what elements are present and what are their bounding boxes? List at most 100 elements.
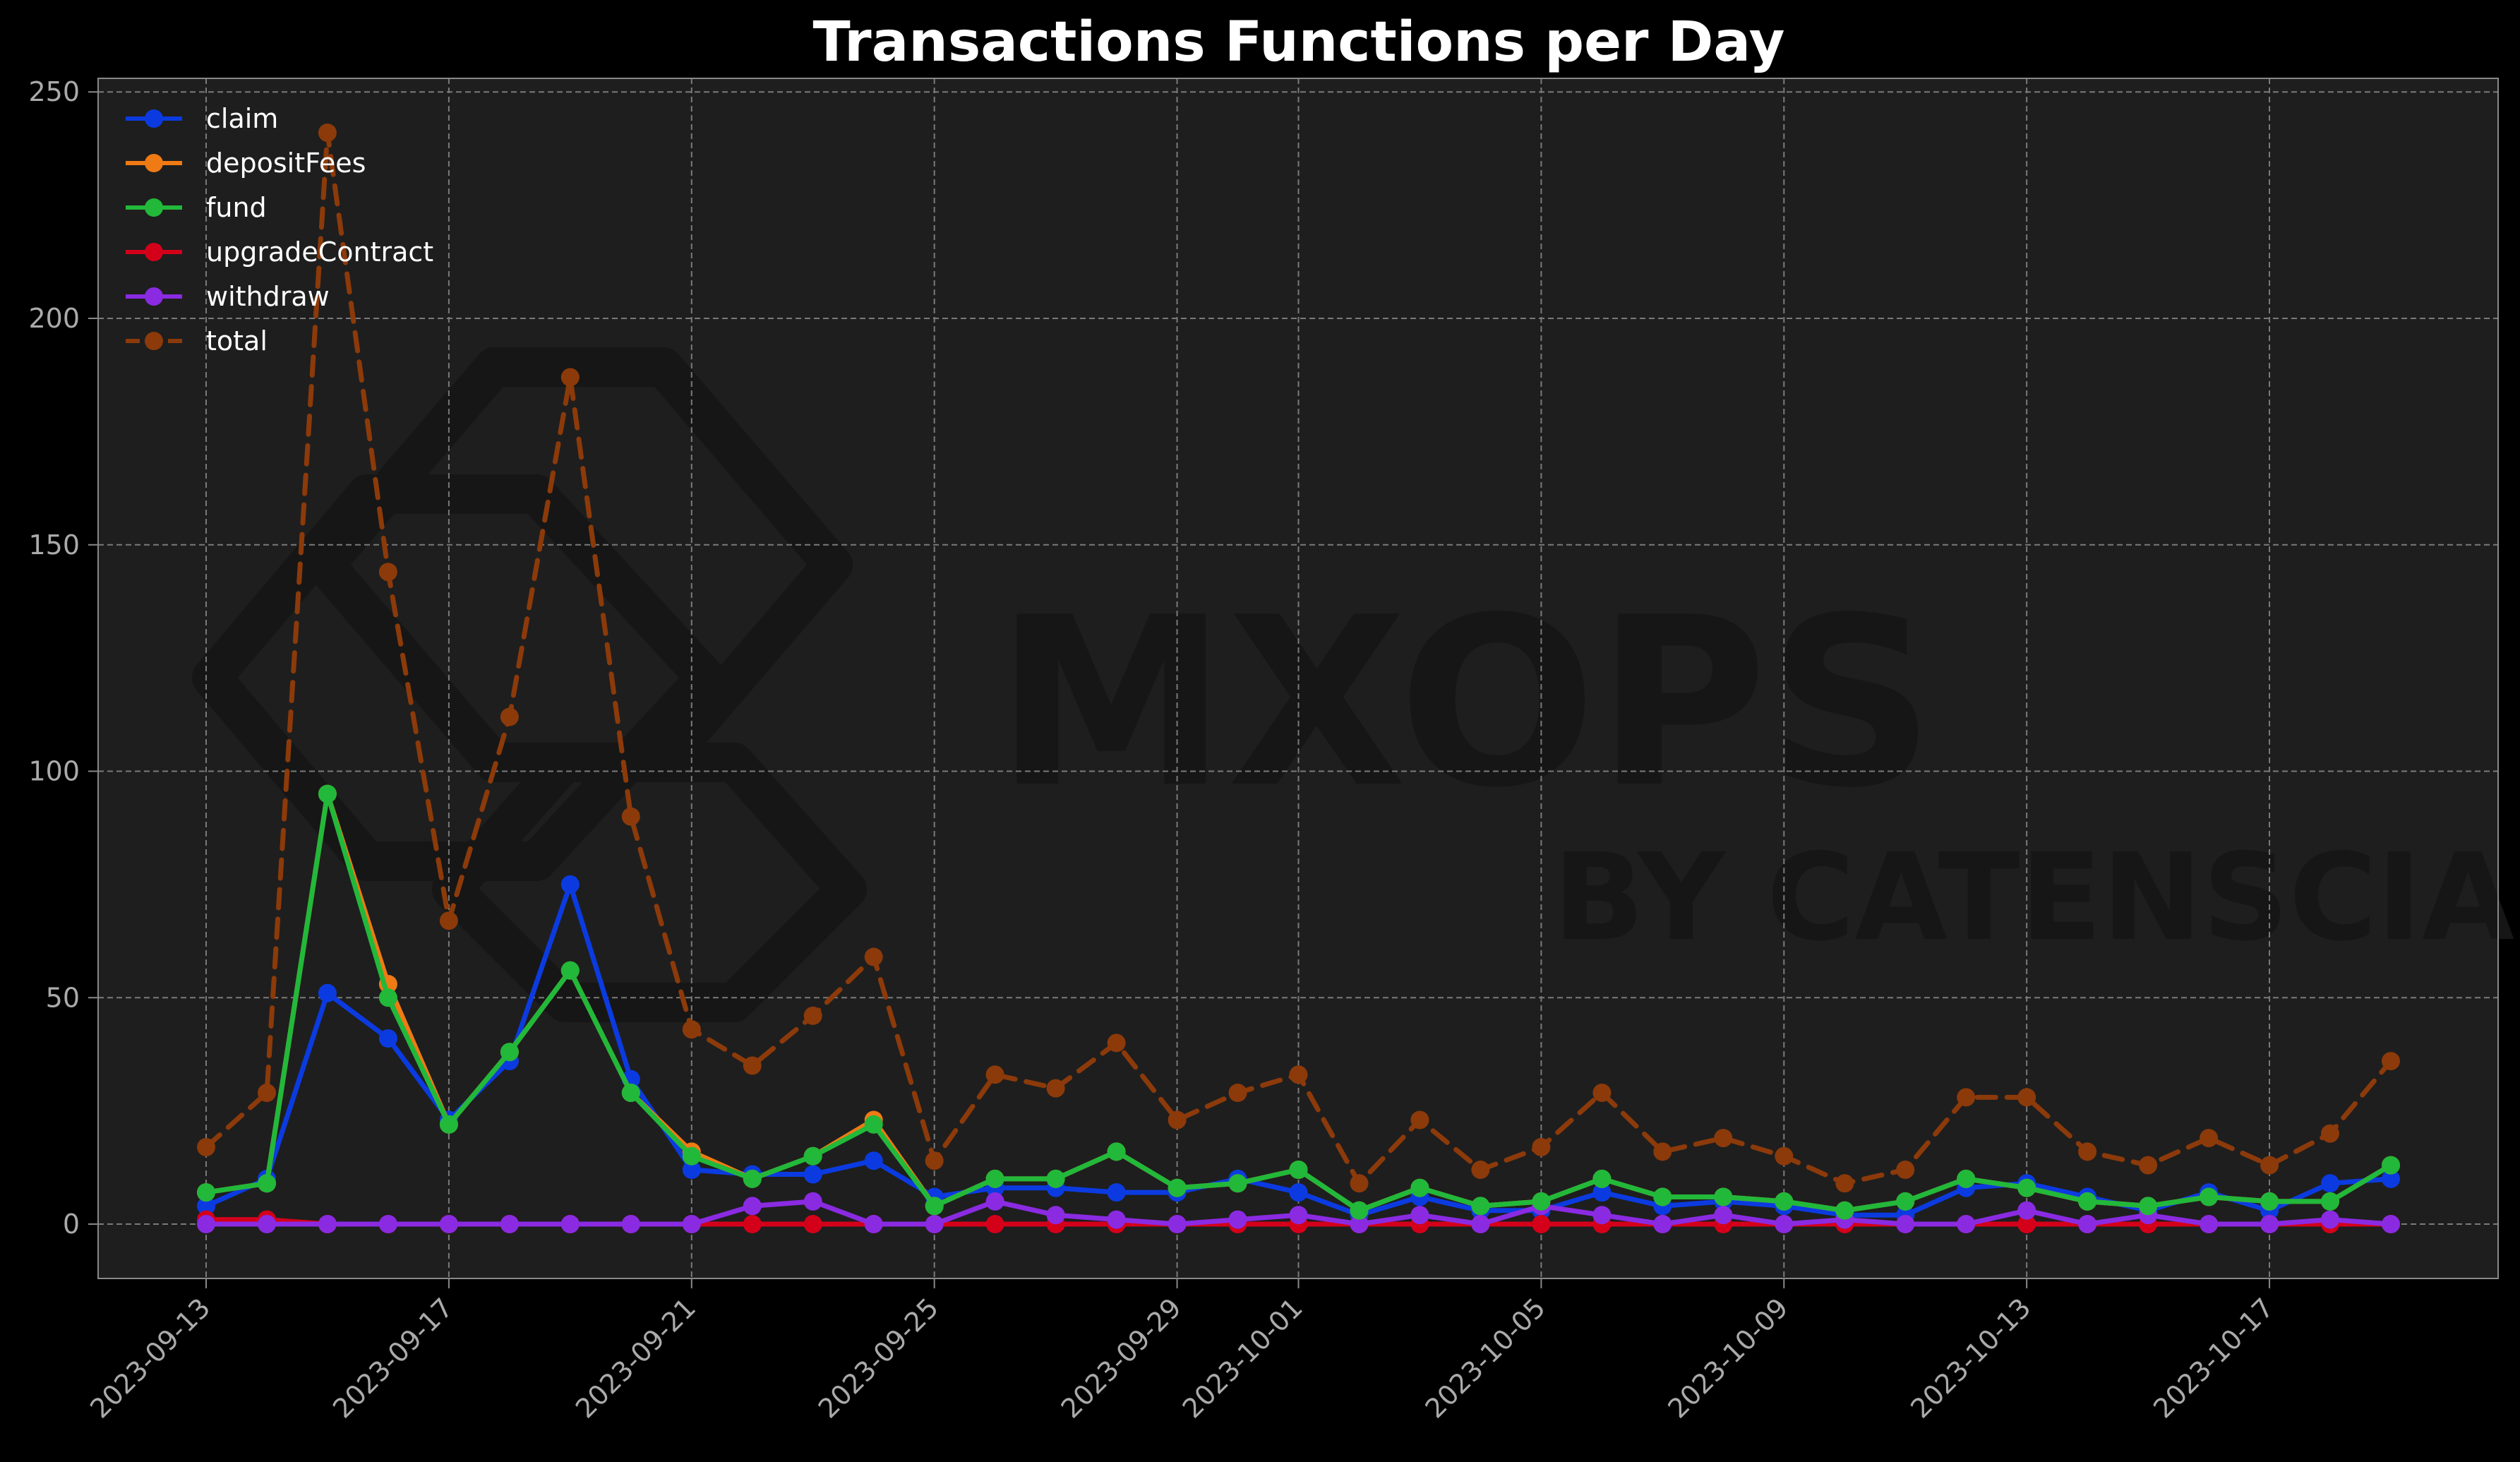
legend-marker-upgradecontract [145, 243, 163, 261]
point-fund-2023-10-06 [1592, 1169, 1612, 1188]
point-fund-2023-10-15 [2139, 1197, 2158, 1216]
point-withdraw-2023-09-17 [439, 1215, 458, 1233]
point-fund-2023-10-16 [2200, 1187, 2219, 1206]
point-total-2023-10-02 [1350, 1174, 1369, 1193]
point-withdraw-2023-10-19 [2382, 1215, 2400, 1233]
point-total-2023-09-13 [197, 1138, 215, 1156]
watermark-main: MXOPS [995, 568, 1935, 839]
legend: claim depositFees fund upgradeContract w… [126, 103, 433, 356]
legend-item-claim: claim [126, 103, 278, 134]
legend-marker-fund [145, 198, 163, 217]
y-tick-label-50: 50 [46, 982, 80, 1013]
point-withdraw-2023-10-07 [1653, 1215, 1672, 1233]
point-total-2023-10-16 [2200, 1129, 2219, 1148]
watermark-logo [192, 347, 867, 1022]
point-fund-2023-10-05 [1532, 1192, 1551, 1211]
point-total-2023-09-27 [1046, 1079, 1065, 1098]
point-fund-2023-09-18 [500, 1043, 519, 1062]
point-total-2023-10-15 [2139, 1156, 2158, 1175]
y-tick-label-150: 150 [28, 529, 80, 561]
point-fund-2023-09-25 [925, 1197, 944, 1216]
point-fund-2023-09-22 [743, 1169, 762, 1188]
point-fund-2023-10-14 [2078, 1192, 2097, 1211]
series-group [197, 124, 2400, 1233]
point-total-2023-10-09 [1775, 1146, 1794, 1166]
point-withdraw-2023-09-20 [621, 1215, 640, 1233]
point-withdraw-2023-10-16 [2200, 1215, 2219, 1233]
point-withdraw-2023-10-04 [1471, 1215, 1490, 1233]
point-withdraw-2023-09-29 [1168, 1215, 1187, 1233]
point-fund-2023-10-08 [1714, 1187, 1733, 1206]
point-fund-2023-10-13 [2017, 1178, 2036, 1197]
point-total-2023-09-28 [1107, 1033, 1126, 1053]
point-withdraw-2023-10-12 [1957, 1215, 1976, 1233]
point-withdraw-2023-09-30 [1228, 1210, 1247, 1229]
point-total-2023-09-24 [864, 947, 883, 966]
point-total-2023-09-18 [500, 707, 519, 726]
point-withdraw-2023-09-26 [985, 1192, 1004, 1211]
point-fund-2023-09-28 [1107, 1142, 1126, 1161]
point-withdraw-2023-09-13 [197, 1215, 215, 1233]
legend-marker-depositfees [145, 154, 163, 172]
point-claim-2023-10-06 [1592, 1183, 1612, 1202]
point-fund-2023-10-10 [1835, 1201, 1854, 1220]
point-fund-2023-10-01 [1289, 1161, 1308, 1179]
legend-item-fund: fund [126, 192, 267, 223]
legend-label-withdraw: withdraw [206, 281, 330, 312]
point-fund-2023-10-02 [1350, 1201, 1369, 1220]
point-total-2023-10-03 [1410, 1110, 1429, 1130]
y-tick-label-250: 250 [28, 76, 80, 107]
point-fund-2023-09-21 [682, 1146, 701, 1166]
point-total-2023-09-19 [560, 368, 580, 387]
point-fund-2023-10-09 [1775, 1192, 1794, 1211]
point-total-2023-09-16 [378, 563, 397, 582]
point-withdraw-2023-09-15 [318, 1215, 337, 1233]
point-fund-2023-09-20 [621, 1084, 640, 1102]
point-withdraw-2023-09-21 [682, 1215, 701, 1233]
point-total-2023-09-22 [743, 1056, 762, 1075]
point-claim-2023-09-16 [378, 1029, 397, 1048]
point-total-2023-09-30 [1228, 1084, 1247, 1102]
point-total-2023-10-13 [2017, 1088, 2036, 1107]
legend-label-fund: fund [206, 192, 267, 223]
series-total [197, 124, 2400, 1193]
point-total-2023-09-20 [621, 807, 640, 826]
point-claim-2023-09-19 [560, 875, 580, 894]
point-withdraw-2023-10-13 [2017, 1201, 2036, 1220]
legend-item-withdraw: withdraw [126, 281, 330, 312]
chart-title: Transactions Functions per Day [813, 11, 1785, 74]
point-total-2023-09-29 [1168, 1110, 1187, 1130]
point-total-2023-10-17 [2260, 1156, 2279, 1175]
point-fund-2023-10-17 [2260, 1192, 2279, 1211]
point-withdraw-2023-10-18 [2321, 1210, 2339, 1229]
y-tick-label-200: 200 [28, 303, 80, 334]
point-fund-2023-10-19 [2382, 1156, 2400, 1175]
point-fund-2023-09-16 [378, 988, 397, 1007]
point-withdraw-2023-10-02 [1350, 1215, 1369, 1233]
legend-marker-withdraw [145, 287, 163, 306]
point-total-2023-09-15 [318, 124, 337, 142]
point-total-2023-10-08 [1714, 1129, 1733, 1148]
y-tick-label-100: 100 [28, 756, 80, 787]
series-fund [197, 784, 2400, 1220]
point-total-2023-09-26 [985, 1065, 1004, 1084]
point-fund-2023-10-07 [1653, 1187, 1672, 1206]
legend-label-total: total [206, 325, 268, 356]
point-total-2023-10-12 [1957, 1088, 1976, 1107]
point-fund-2023-09-13 [197, 1183, 215, 1202]
point-total-2023-09-23 [803, 1006, 822, 1025]
legend-marker-claim [145, 109, 163, 128]
point-total-2023-10-14 [2078, 1142, 2097, 1161]
point-fund-2023-10-04 [1471, 1197, 1490, 1216]
point-upgradecontract-2023-09-26 [985, 1215, 1004, 1233]
point-fund-2023-09-17 [439, 1115, 458, 1134]
legend-item-depositfees: depositFees [126, 148, 366, 179]
point-claim-2023-09-23 [803, 1165, 822, 1184]
point-total-2023-10-07 [1653, 1142, 1672, 1161]
point-withdraw-2023-09-16 [378, 1215, 397, 1233]
point-total-2023-09-14 [258, 1084, 276, 1102]
legend-label-depositfees: depositFees [206, 148, 366, 179]
point-total-2023-10-04 [1471, 1161, 1490, 1179]
point-withdraw-2023-09-18 [500, 1215, 519, 1233]
